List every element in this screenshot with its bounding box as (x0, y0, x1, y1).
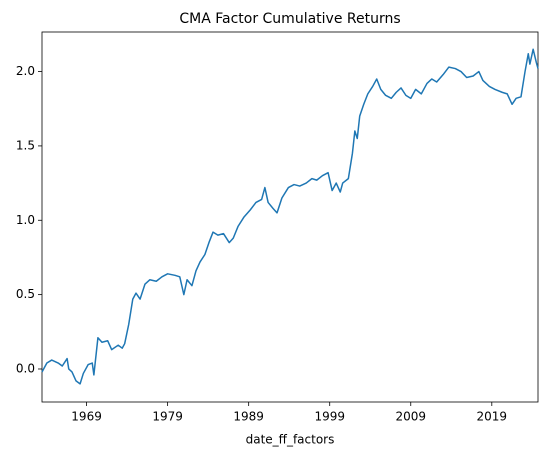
y-tick-label: 1.0 (16, 213, 35, 227)
x-tick-label: 1979 (152, 410, 183, 424)
y-tick-label: 0.5 (16, 287, 35, 301)
x-tick-label: 1969 (71, 410, 102, 424)
data-line (41, 48, 539, 385)
x-tick-label: 2009 (395, 410, 426, 424)
y-tick-label: 0.0 (16, 361, 35, 375)
x-tick-label: 1989 (233, 410, 264, 424)
x-axis-label: date_ff_factors (246, 433, 335, 447)
x-tick-label: 1999 (314, 410, 345, 424)
y-tick-label: 2.0 (16, 64, 35, 78)
x-tick-label: 2019 (477, 410, 508, 424)
chart-title: CMA Factor Cumulative Returns (179, 11, 400, 27)
plot-frame (41, 31, 539, 403)
y-tick-label: 1.5 (16, 138, 35, 152)
